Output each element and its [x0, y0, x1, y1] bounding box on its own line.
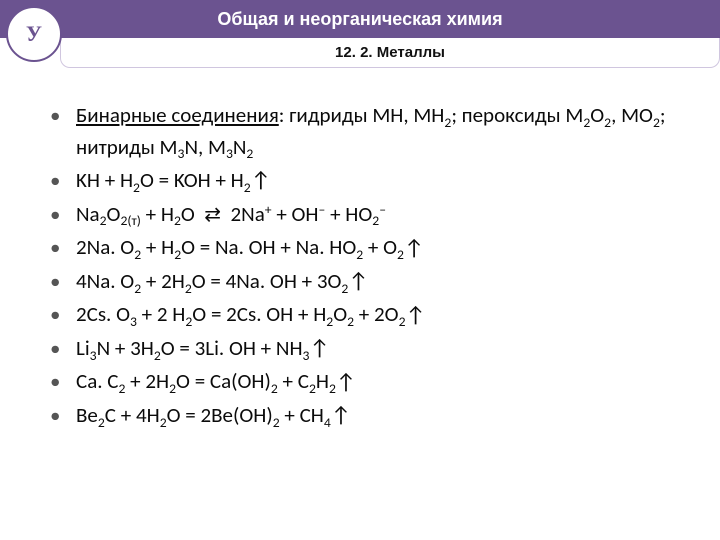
list-item: KH + H2O = KOH + H2↑ — [50, 165, 688, 197]
subtitle-band: 12. 2. Металлы — [60, 38, 720, 68]
list-item: Бинарные соединения: гидриды MH, MH2; пе… — [50, 100, 688, 163]
list-item: Be2C + 4H2O = 2Be(OH)2 + CH4↑ — [50, 400, 688, 432]
slide-header: У Общая и неорганическая химия 12. 2. Ме… — [0, 0, 720, 72]
list-item: 2Na. O2 + H2O = Na. OH + Na. HO2 + O2↑ — [50, 232, 688, 264]
slide-content: Бинарные соединения: гидриды MH, MH2; пе… — [0, 72, 720, 431]
bullet-list: Бинарные соединения: гидриды MH, MH2; пе… — [50, 100, 688, 431]
title-band: Общая и неорганическая химия — [0, 0, 720, 38]
slide-title: Общая и неорганическая химия — [217, 9, 502, 30]
list-item: 2Cs. O3 + 2 H2O = 2Cs. OH + H2O2 + 2O2↑ — [50, 299, 688, 331]
slide-subtitle: 12. 2. Металлы — [335, 44, 445, 61]
logo-text: У — [26, 21, 42, 47]
list-item: Li3N + 3H2O = 3Li. OH + NH3↑ — [50, 333, 688, 365]
list-item: 4Na. O2 + 2H2O = 4Na. OH + 3O2↑ — [50, 266, 688, 298]
logo-badge: У — [6, 6, 62, 62]
list-item: Ca. C2 + 2H2O = Ca(OH)2 + C2H2↑ — [50, 366, 688, 398]
list-item: Na2O2(т) + H2O ⇄ 2Na+ + OH– + HO2– — [50, 199, 688, 231]
